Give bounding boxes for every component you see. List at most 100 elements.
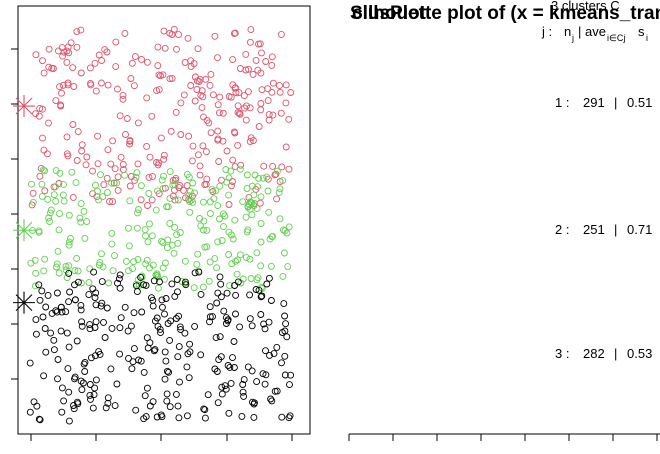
cluster-3-point	[108, 324, 116, 332]
cluster-1-point	[169, 192, 177, 200]
cluster-2-point	[242, 254, 250, 262]
cluster-3-point	[116, 350, 124, 358]
cluster-2-point	[186, 188, 194, 195]
cluster-3-point	[58, 408, 66, 416]
cluster-2-point	[174, 239, 182, 247]
cluster-2-point	[95, 261, 103, 269]
cluster-1-point	[45, 45, 53, 53]
cluster-1-point	[199, 93, 207, 101]
cluster-1-point	[285, 115, 293, 123]
cluster-3-point	[77, 306, 85, 314]
cluster-1-point	[187, 82, 195, 89]
cluster-3-point	[127, 322, 135, 330]
cluster-1-point	[214, 54, 221, 62]
cluster-3-point	[74, 278, 82, 286]
cluster-1-point	[185, 132, 193, 140]
row-1-sep: |	[614, 95, 617, 110]
cluster-2-point	[186, 198, 194, 205]
cluster-2-point	[86, 265, 94, 273]
cluster-1-point	[95, 51, 103, 59]
cluster-2-point	[189, 179, 197, 187]
cluster-3-point	[70, 405, 78, 413]
cluster-1-point	[39, 57, 46, 65]
cluster-1-point	[45, 119, 52, 127]
cluster-2-point	[213, 264, 221, 272]
cluster-3-point	[259, 370, 267, 378]
cluster-2-point	[146, 220, 153, 228]
row-3-n: 282	[583, 346, 605, 361]
cluster-1-point	[199, 142, 207, 150]
cluster-3-point	[200, 405, 208, 413]
cluster-3-point	[244, 363, 252, 371]
cluster-2-point	[105, 279, 113, 287]
cluster-1-point	[242, 50, 250, 58]
cluster-2-point	[154, 273, 162, 281]
cluster-3-point	[50, 346, 58, 354]
cluster-3-point	[44, 291, 52, 299]
cluster-2-point	[279, 177, 287, 185]
cluster-2-point	[246, 255, 254, 263]
cluster-1-point	[227, 93, 235, 101]
cluster-3-point	[35, 281, 43, 289]
cluster-1-point	[207, 70, 215, 78]
cluster-3-point	[262, 347, 269, 355]
cluster-3-point	[248, 367, 256, 375]
cluster-3-point	[103, 304, 111, 312]
cluster-1-point	[184, 34, 192, 42]
silhouette-row-2: 2 : 251 | 0.71	[555, 222, 652, 237]
cluster-3-point	[38, 287, 46, 295]
cluster-3-point	[54, 356, 62, 363]
cluster-1-point	[197, 91, 205, 99]
cluster-2-point	[113, 179, 120, 187]
cluster-2-point	[158, 176, 166, 184]
cluster-1-point	[244, 88, 252, 96]
cluster-1-point	[268, 61, 276, 69]
cluster-1-point	[181, 59, 189, 66]
cluster-3-point	[227, 379, 235, 387]
cluster-3-point	[104, 394, 112, 402]
cluster-2-point	[77, 200, 85, 208]
cluster-1-point	[202, 180, 210, 188]
cluster-1-point	[231, 129, 239, 137]
cluster-2-point	[39, 166, 47, 174]
cluster-1-point	[128, 59, 136, 67]
cluster-1-point	[134, 119, 142, 127]
cluster-1-point	[245, 65, 252, 73]
cluster-1-center-marker	[13, 95, 35, 118]
cluster-3-point	[151, 346, 159, 354]
cluster-2-point	[65, 238, 73, 246]
cluster-2-center-marker	[13, 219, 35, 242]
cluster-3-point	[107, 365, 115, 373]
cluster-2-point	[264, 187, 272, 195]
cluster-3-point	[150, 277, 158, 285]
cluster-1-point	[168, 74, 176, 82]
cluster-3-point	[62, 308, 70, 316]
cluster-1-point	[277, 109, 285, 117]
cluster-2-point	[142, 260, 150, 268]
cluster-1-point	[149, 172, 156, 180]
row-3-ave: 0.53	[627, 346, 652, 361]
cluster-3-point	[270, 350, 278, 358]
cluster-1-point	[255, 40, 262, 48]
cluster-2-point	[214, 202, 222, 210]
cluster-1-point	[203, 116, 211, 124]
cluster-2-point	[254, 183, 262, 191]
cluster-1-point	[116, 112, 124, 120]
cluster-1-point	[94, 132, 102, 140]
cluster-3-point	[111, 402, 119, 410]
cluster-1-point	[110, 179, 118, 187]
cluster-1-point	[40, 146, 48, 154]
cluster-3-point	[87, 354, 95, 362]
cluster-3-point	[78, 322, 86, 330]
cluster-3-point	[130, 309, 138, 317]
cluster-1-point	[282, 143, 290, 151]
cluster-2-point	[134, 255, 142, 263]
cluster-1-point	[137, 196, 145, 204]
cluster-3-point	[32, 316, 40, 324]
cluster-1-point	[127, 75, 135, 82]
cluster-1-point	[265, 111, 273, 119]
cluster-2-point	[52, 197, 60, 205]
cluster-1-point	[56, 83, 64, 91]
cluster-2-point	[164, 203, 172, 211]
cluster-3-point	[214, 289, 222, 297]
